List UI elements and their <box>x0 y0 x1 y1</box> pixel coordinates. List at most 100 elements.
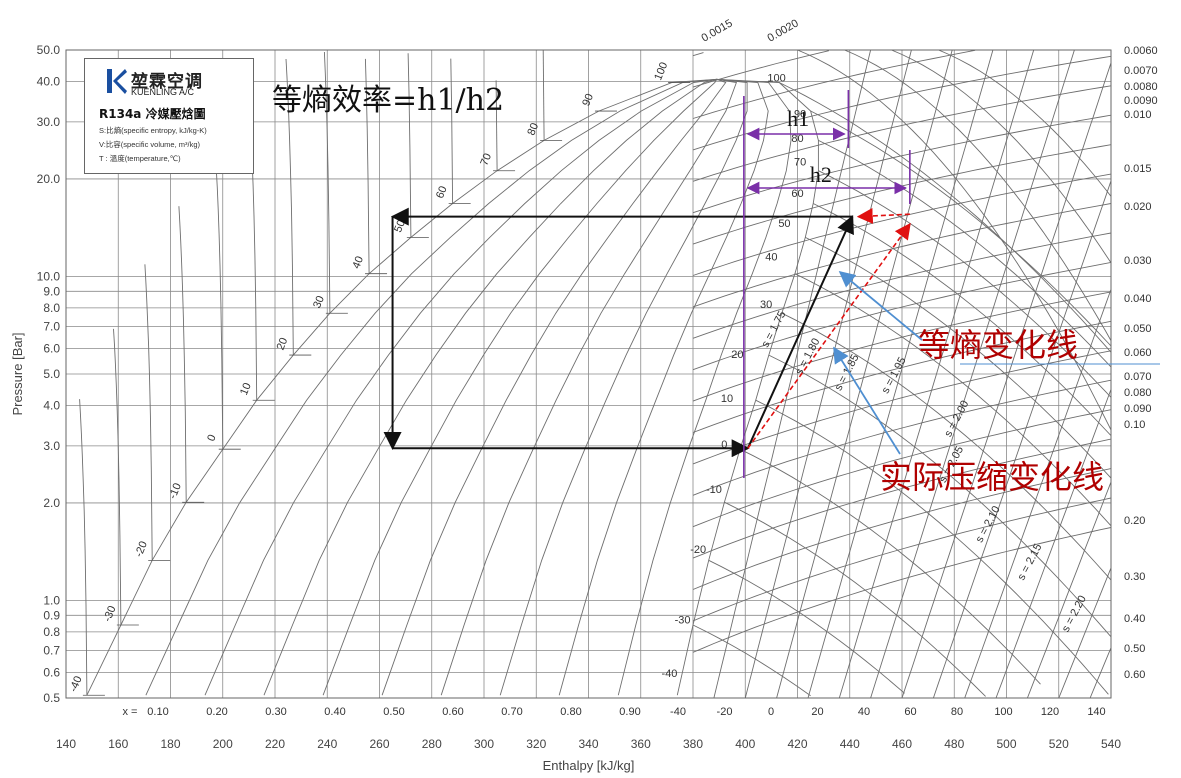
isentrope <box>713 50 872 698</box>
isentrope <box>901 61 1111 698</box>
y-tick-label: 0.6 <box>43 665 60 679</box>
actual-pointer <box>833 346 901 455</box>
temperature-label: 90 <box>580 92 596 108</box>
quality-label: 0.50 <box>383 706 404 718</box>
legend-logo-box: 堃霖空调 KUENLING A/C R134a 冷媒壓焓圖 S:比熵(speci… <box>84 58 254 174</box>
temperature-label: 80 <box>525 121 541 137</box>
x-tick-label: 240 <box>317 737 337 751</box>
vapor-temperature-label: -10 <box>706 484 722 496</box>
isotherm-vapor <box>818 139 1111 368</box>
isotherm-liquid <box>144 264 153 561</box>
quality-line <box>204 78 717 696</box>
vapor-temperature-label: 80 <box>791 133 803 145</box>
isotherm-liquid <box>364 58 370 274</box>
volume-label-right: 0.010 <box>1124 109 1152 121</box>
isentrope <box>776 50 953 698</box>
isotherm-superheat <box>844 50 1111 342</box>
isotherm-vapor <box>812 203 1111 437</box>
isentrope <box>995 388 1111 698</box>
y-tick-label: 10.0 <box>37 269 61 283</box>
superheat-temp-label: 40 <box>858 706 870 718</box>
quality-axis-prefix: x = <box>123 706 138 718</box>
superheat-temp-label: -20 <box>717 706 733 718</box>
y-tick-label: 50.0 <box>37 43 61 57</box>
x-tick-label: 520 <box>1049 737 1069 751</box>
superheat-temp-label: 60 <box>904 706 916 718</box>
brand-name-en: KUENLING A/C <box>131 87 195 97</box>
volume-label-top: 0.0020 <box>766 17 801 44</box>
volume-label-right: 0.040 <box>1124 293 1152 305</box>
volume-label-right: 0.10 <box>1124 419 1145 431</box>
isotherm-liquid <box>450 58 454 204</box>
isotherm-liquid <box>113 328 122 626</box>
legend-title: R134a 冷媒壓焓圖 <box>99 107 206 121</box>
isotherm-vapor <box>755 399 1109 695</box>
isochore <box>692 85 1111 182</box>
volume-label-right: 0.070 <box>1124 371 1152 383</box>
entropy-label: s = 2.20 <box>1060 594 1089 634</box>
x-tick-label: 180 <box>160 737 180 751</box>
x-tick-label: 300 <box>474 737 494 751</box>
y-tick-label: 1.0 <box>43 593 60 607</box>
y-tick-label: 20.0 <box>37 172 61 186</box>
saturated-liquid-line <box>86 78 717 696</box>
superheat-temp-label: -40 <box>670 706 686 718</box>
volume-label-right: 0.015 <box>1124 163 1152 175</box>
entropy-label: s = 1.75 <box>759 309 788 349</box>
isotherm-liquid <box>178 206 187 503</box>
isochore <box>692 350 1111 465</box>
x-tick-label: 380 <box>683 737 703 751</box>
isochore <box>692 50 976 119</box>
plot-frame <box>65 49 1112 699</box>
x-tick-label: 460 <box>892 737 912 751</box>
superheat-temp-label: 20 <box>811 706 823 718</box>
isentrope <box>838 50 1035 698</box>
x-tick-label: 220 <box>265 737 285 751</box>
superheat-temp-label: 100 <box>994 706 1012 718</box>
isotherm-vapor <box>708 559 905 694</box>
temperature-label: -10 <box>167 481 184 500</box>
property-curves <box>79 50 1111 698</box>
h1-label: h1 <box>787 106 809 131</box>
volume-label-right: 0.50 <box>1124 643 1145 655</box>
isentropic-efficiency-label: 等熵效率=h1/h2 <box>272 83 504 118</box>
quality-line <box>381 78 727 696</box>
y-tick-label: 40.0 <box>37 74 61 88</box>
volume-label-right: 0.30 <box>1124 571 1145 583</box>
temperature-label: 30 <box>311 294 327 310</box>
vapor-temperature-label: 90 <box>794 108 806 120</box>
isotherm-vapor <box>768 354 1111 638</box>
vapor-temperature-label: -20 <box>690 544 706 556</box>
volume-label-right: 0.090 <box>1124 403 1152 415</box>
x-tick-label: 500 <box>996 737 1016 751</box>
vapor-temperature-label: 40 <box>765 252 777 264</box>
brand-logo-icon <box>107 69 127 94</box>
volume-label-right: 0.0090 <box>1124 95 1158 107</box>
quality-label: 0.80 <box>560 706 581 718</box>
volume-label-top: 0.0015 <box>700 17 735 44</box>
isochore <box>692 409 1111 528</box>
quality-label: 0.90 <box>619 706 640 718</box>
x-tick-label: 540 <box>1101 737 1121 751</box>
isotherm-liquid <box>323 51 331 314</box>
isentropic-compression-line <box>746 214 854 449</box>
temperature-label: -20 <box>133 540 150 559</box>
y-axis-title: Pressure [Bar] <box>10 332 25 415</box>
isochore <box>692 379 1111 496</box>
quality-label: 0.40 <box>324 706 345 718</box>
volume-label-right: 0.20 <box>1124 515 1145 527</box>
isentrope <box>1026 480 1111 698</box>
isochore <box>692 232 1111 339</box>
isochore <box>692 320 1111 433</box>
vapor-temperature-label: 50 <box>778 218 790 230</box>
y-tick-label: 0.7 <box>43 644 60 658</box>
volume-label-right: 0.40 <box>1124 613 1145 625</box>
superheat-temp-label: 0 <box>768 706 774 718</box>
x-tick-label: 420 <box>787 737 807 751</box>
entropy-label: s = 1.95 <box>880 355 909 395</box>
isotherm-vapor <box>739 448 1041 685</box>
isotherm-liquid <box>542 50 545 141</box>
x-tick-label: 400 <box>735 737 755 751</box>
isochore <box>692 52 704 57</box>
